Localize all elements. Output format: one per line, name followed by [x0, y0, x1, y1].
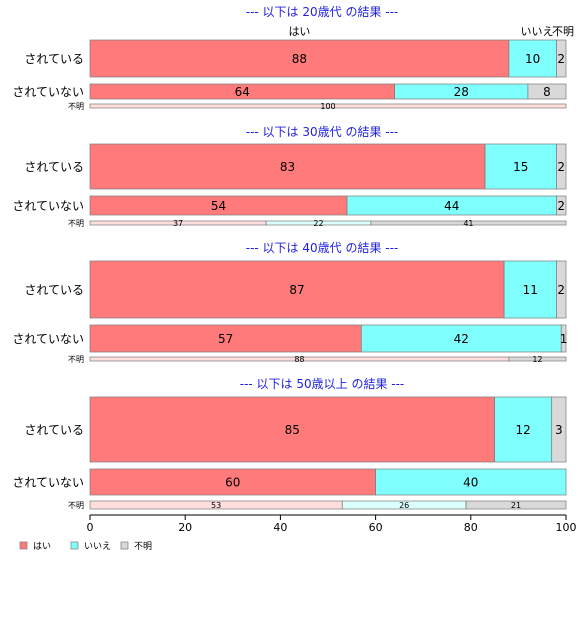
legend-swatch	[120, 541, 129, 550]
column-header: はい	[288, 25, 310, 38]
data-label: 15	[513, 160, 528, 174]
bar-segment	[89, 324, 362, 353]
bar-segment	[89, 468, 376, 496]
data-label: 8	[543, 85, 551, 99]
x-tick-label: 60	[369, 521, 383, 534]
data-label: 40	[463, 475, 478, 489]
panel-title: --- 以下は 30歳代 の結果 ---	[246, 125, 399, 139]
data-label: 2	[557, 283, 565, 297]
data-label: 26	[399, 501, 409, 510]
data-label: 60	[225, 475, 240, 489]
category-label: されていない	[12, 85, 84, 99]
panel-title: --- 以下は 20歳代 の結果 ---	[246, 5, 399, 19]
data-label: 53	[211, 501, 221, 510]
column-header: いいえ	[521, 25, 554, 38]
bar-segment	[89, 103, 567, 109]
data-label: 44	[444, 199, 459, 213]
data-label: 41	[463, 219, 473, 228]
data-label: 64	[235, 85, 250, 99]
x-tick-label: 20	[178, 521, 192, 534]
data-label: 3	[555, 423, 563, 437]
data-label: 87	[289, 283, 304, 297]
data-label: 2	[557, 160, 565, 174]
data-label: 21	[511, 501, 521, 510]
data-label: 10	[525, 52, 540, 66]
category-label: されていない	[12, 199, 84, 213]
legend-label: 不明	[134, 541, 152, 552]
category-label: されている	[24, 52, 84, 66]
legend-label: いいえ	[84, 541, 111, 552]
x-tick-label: 100	[556, 521, 577, 534]
category-label: されている	[24, 423, 84, 437]
data-label: 42	[454, 332, 469, 346]
x-tick-label: 40	[273, 521, 287, 534]
bar-segment	[556, 195, 567, 216]
data-label: 54	[211, 199, 226, 213]
bar-segment	[503, 260, 557, 319]
bar-segment	[556, 143, 567, 190]
bar-segment	[465, 500, 567, 510]
data-label: 1	[560, 332, 568, 346]
category-label: されていない	[12, 475, 84, 489]
bar-segment	[375, 468, 567, 496]
data-label: 100	[320, 102, 335, 111]
bar-segment	[560, 324, 567, 353]
data-label: 57	[218, 332, 233, 346]
data-label: 12	[532, 355, 542, 364]
data-label: 11	[523, 283, 538, 297]
column-header: 不明	[552, 25, 574, 38]
bar-segment	[551, 396, 567, 463]
legend-swatch	[19, 541, 28, 550]
bar-segment	[360, 324, 562, 353]
bar-segment	[556, 260, 567, 319]
bar-segment	[89, 396, 495, 463]
category-label: されている	[24, 283, 84, 297]
bar-segment	[89, 39, 510, 78]
legend-label: はい	[33, 541, 51, 552]
bar-segment	[370, 220, 567, 226]
category-label: されていない	[12, 332, 84, 346]
data-label: 12	[516, 423, 531, 437]
data-label: 37	[173, 219, 183, 228]
data-label: 88	[292, 52, 307, 66]
panel-title: --- 以下は 40歳代 の結果 ---	[246, 241, 399, 255]
data-label: 2	[557, 199, 565, 213]
data-label: 28	[454, 85, 469, 99]
bar-segment	[556, 39, 567, 78]
category-label: 不明	[68, 219, 84, 228]
legend-swatch	[70, 541, 79, 550]
x-tick-label: 0	[87, 521, 94, 534]
bar-segment	[508, 356, 567, 362]
category-label: 不明	[68, 355, 84, 364]
bar-segment	[494, 396, 553, 463]
data-label: 83	[280, 160, 295, 174]
category-label: されている	[24, 160, 84, 174]
bar-segment	[508, 39, 557, 78]
data-label: 85	[285, 423, 300, 437]
panel-title: --- 以下は 50歳以上 の結果 ---	[240, 377, 405, 391]
bar-segment	[527, 83, 567, 100]
data-label: 88	[294, 355, 304, 364]
bar-segment	[89, 260, 505, 319]
data-label: 2	[557, 52, 565, 66]
category-label: 不明	[68, 102, 84, 111]
category-label: 不明	[68, 501, 84, 510]
data-label: 22	[313, 219, 323, 228]
x-tick-label: 80	[464, 521, 478, 534]
